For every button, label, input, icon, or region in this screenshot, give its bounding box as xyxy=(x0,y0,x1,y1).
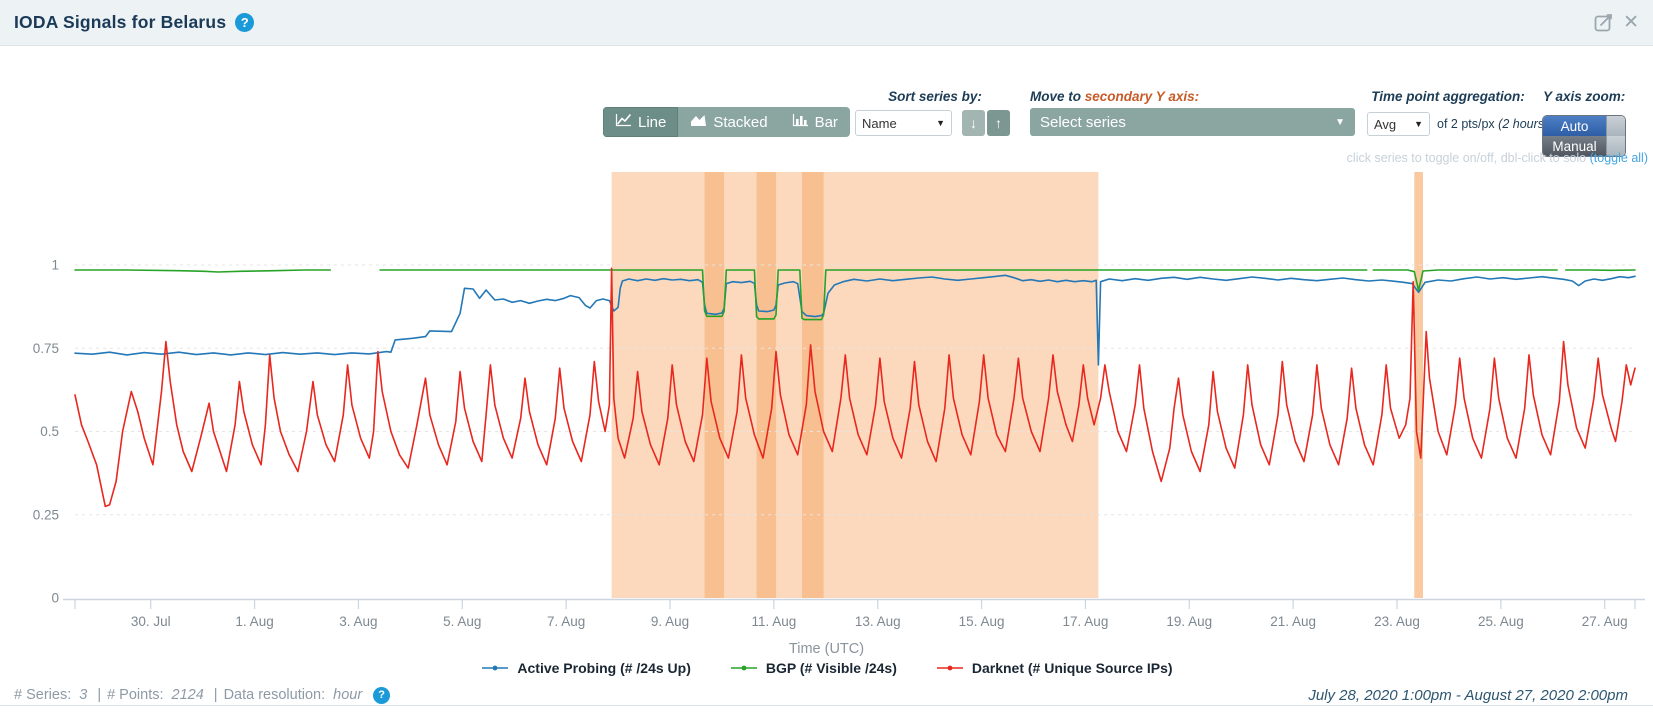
time-range-label: July 28, 2020 1:00pm - August 27, 2020 2… xyxy=(1308,686,1628,704)
bottom-divider xyxy=(0,705,1653,706)
y-zoom-auto-handle[interactable] xyxy=(1606,116,1625,136)
toggle-all-link[interactable]: (toggle all) xyxy=(1589,151,1648,165)
aggregation-suffix-hours: (2 hours) xyxy=(1498,117,1549,131)
legend-item-darknet[interactable]: Darknet (# Unique Source IPs) xyxy=(935,660,1173,676)
chart-type-line-label: Line xyxy=(638,113,667,131)
signals-chart[interactable]: 30. Jul 1. Aug 3. Aug 5. Aug 7. Aug 9. Aug 11.… xyxy=(0,172,1653,642)
svg-text:1. Aug: 1. Aug xyxy=(235,614,273,629)
chart-type-stacked-button[interactable]: Stacked xyxy=(678,107,779,137)
svg-text:5. Aug: 5. Aug xyxy=(443,614,481,629)
separator: | xyxy=(213,687,218,703)
legend-label: Active Probing (# /24s Up) xyxy=(517,660,691,676)
resolution-help-icon[interactable]: ? xyxy=(373,686,391,704)
caret-down-icon: ▼ xyxy=(1414,119,1423,129)
series-toggle-hint: click series to toggle on/off, dbl-click… xyxy=(1347,151,1648,165)
svg-text:0.75: 0.75 xyxy=(33,341,59,356)
secondary-axis-label-plain: Move to xyxy=(1030,89,1085,104)
svg-text:0.5: 0.5 xyxy=(40,424,59,439)
y-zoom-auto-label: Auto xyxy=(1543,116,1606,136)
bar-chart-icon xyxy=(792,113,809,131)
title-help-icon[interactable]: ? xyxy=(235,13,255,32)
svg-text:21. Aug: 21. Aug xyxy=(1270,614,1316,629)
svg-text:17. Aug: 17. Aug xyxy=(1063,614,1109,629)
legend-label: Darknet (# Unique Source IPs) xyxy=(971,660,1173,676)
y-zoom-auto-button[interactable]: Auto xyxy=(1543,116,1625,136)
svg-text:23. Aug: 23. Aug xyxy=(1374,614,1420,629)
secondary-axis-select[interactable]: Select series ▼ xyxy=(1030,108,1355,136)
y-zoom-manual-label: Manual xyxy=(1543,136,1606,156)
y-zoom-manual-handle[interactable] xyxy=(1606,136,1625,156)
caret-down-icon: ▼ xyxy=(1335,116,1345,128)
svg-text:15. Aug: 15. Aug xyxy=(959,614,1005,629)
legend-item-active-probing[interactable]: Active Probing (# /24s Up) xyxy=(480,660,691,676)
sort-descending-button[interactable]: ↓ xyxy=(962,110,985,136)
legend-marker xyxy=(936,665,963,671)
chart-type-bar-button[interactable]: Bar xyxy=(780,107,850,137)
points-count-label: # Points: xyxy=(107,687,164,703)
hint-text: click series to toggle on/off, dbl-click… xyxy=(1346,151,1590,165)
chart-type-stacked-label: Stacked xyxy=(713,113,768,131)
x-axis-title: Time (UTC) xyxy=(788,641,865,657)
resolution-value: hour xyxy=(333,687,363,703)
edit-icon[interactable] xyxy=(1594,13,1613,32)
y-axis-zoom-label: Y axis zoom: xyxy=(1543,89,1626,104)
sort-series-label: Sort series by: xyxy=(888,89,982,104)
chart-legend: Active Probing (# /24s Up) BGP (# Visibl… xyxy=(0,660,1653,676)
chart-type-bar-label: Bar xyxy=(814,113,838,131)
svg-text:11. Aug: 11. Aug xyxy=(751,614,796,629)
arrow-down-icon: ↓ xyxy=(970,115,977,131)
aggregation-select[interactable]: Avg ▼ xyxy=(1367,112,1430,136)
svg-text:27. Aug: 27. Aug xyxy=(1582,614,1628,629)
series-count-label: # Series: xyxy=(14,687,72,703)
y-axis-zoom-toggle: Auto Manual xyxy=(1543,116,1625,156)
separator: | xyxy=(97,687,102,703)
legend-label: BGP (# Visible /24s) xyxy=(765,660,897,676)
svg-text:19. Aug: 19. Aug xyxy=(1166,614,1212,629)
chart-type-line-button[interactable]: Line xyxy=(603,107,679,137)
legend-item-bgp[interactable]: BGP (# Visible /24s) xyxy=(729,660,897,676)
legend-marker xyxy=(482,665,509,671)
svg-text:9. Aug: 9. Aug xyxy=(651,614,689,629)
resolution-label: Data resolution: xyxy=(223,687,326,703)
aggregation-label: Time point aggregation: xyxy=(1371,89,1525,104)
arrow-up-icon: ↑ xyxy=(995,115,1002,131)
page-title: IODA Signals for Belarus xyxy=(14,12,227,32)
chart-type-toggle: Line Stacked Bar xyxy=(603,107,850,137)
chart-meta-footer: # Series: 3 | # Points: 2124 | Data reso… xyxy=(14,684,1628,706)
aggregation-suffix-plain: of 2 pts/px xyxy=(1437,117,1499,131)
svg-text:25. Aug: 25. Aug xyxy=(1478,614,1524,629)
svg-text:1: 1 xyxy=(51,258,59,273)
points-count-value: 2124 xyxy=(171,687,204,703)
aggregation-value: Avg xyxy=(1374,116,1397,132)
sort-ascending-button[interactable]: ↑ xyxy=(987,110,1010,136)
legend-marker xyxy=(730,665,757,671)
svg-text:0.25: 0.25 xyxy=(33,507,59,522)
svg-text:30. Jul: 30. Jul xyxy=(131,614,171,629)
series-count-value: 3 xyxy=(79,687,88,703)
svg-text:7. Aug: 7. Aug xyxy=(547,614,585,629)
secondary-axis-label-accent: secondary Y axis: xyxy=(1084,89,1200,104)
widget-header: IODA Signals for Belarus ? ✕ xyxy=(0,0,1653,46)
sort-series-value: Name xyxy=(862,115,897,131)
secondary-axis-placeholder: Select series xyxy=(1040,113,1126,131)
secondary-axis-label: Move to secondary Y axis: xyxy=(1030,89,1199,104)
caret-down-icon: ▼ xyxy=(936,118,945,128)
svg-text:13. Aug: 13. Aug xyxy=(855,614,901,629)
svg-text:0: 0 xyxy=(51,591,59,606)
sort-series-select[interactable]: Name ▼ xyxy=(855,110,952,136)
close-icon[interactable]: ✕ xyxy=(1623,12,1639,33)
stacked-chart-icon xyxy=(690,113,707,131)
svg-text:3. Aug: 3. Aug xyxy=(339,614,377,629)
line-chart-icon xyxy=(615,113,632,131)
aggregation-suffix: of 2 pts/px (2 hours) xyxy=(1437,117,1548,131)
y-zoom-manual-button[interactable]: Manual xyxy=(1543,136,1625,156)
